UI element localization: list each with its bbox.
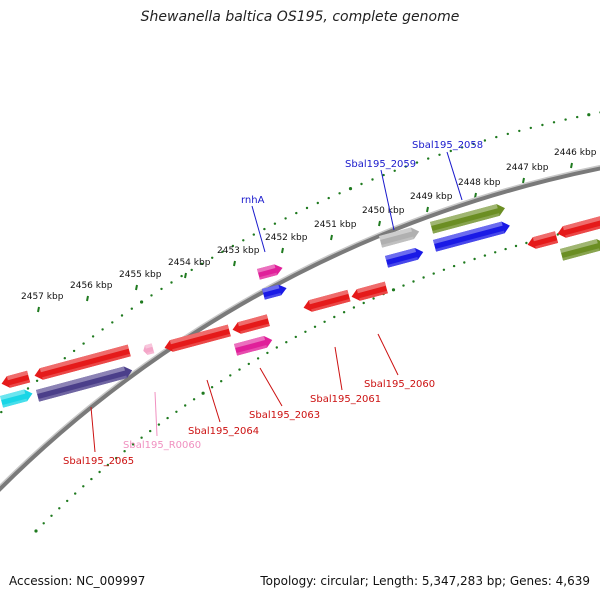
gene-sbal195-2063-magenta	[234, 335, 273, 356]
tick-label: 2453 kbp	[217, 246, 260, 256]
tick-label: 2454 kbp	[168, 258, 211, 268]
gene-sbal195-2061	[303, 289, 351, 312]
tick-label: 2446 kbp	[554, 148, 597, 158]
gene-label: Sbal195_2065	[63, 456, 134, 467]
genome-backbone	[0, 164, 600, 493]
gene-sbal195-2065-purple	[36, 366, 133, 402]
tick-label: 2455 kbp	[119, 270, 162, 280]
gene-sbal195-2063-red	[232, 314, 270, 334]
tick-label: 2448 kbp	[458, 178, 501, 188]
gene-sbal195-2064	[164, 324, 231, 352]
gene-sbal195-2058-blue	[433, 221, 510, 252]
gene-label: Sbal195_2064	[188, 426, 259, 437]
tick-label: 2452 kbp	[265, 233, 308, 243]
gene-red-left	[1, 370, 31, 388]
tick-label: 2450 kbp	[362, 206, 405, 216]
tick-label: 2447 kbp	[506, 163, 549, 173]
backbone-line	[0, 166, 600, 493]
gene-cyan-left	[0, 389, 33, 408]
map-title: Shewanella baltica OS195, complete genom…	[140, 9, 460, 25]
accession-text: Accession: NC_009997	[9, 574, 146, 588]
gene-label: Sbal195_2061	[310, 394, 381, 405]
gene-sbal195-2059-blue	[385, 247, 424, 268]
gene-red-right-1	[527, 231, 559, 249]
gene-label: Sbal195_2058	[412, 140, 483, 151]
tick-label: 2457 kbp	[21, 292, 64, 302]
tick-track: 2457 kbp 2456 kbp 2455 kbp 2454 kbp 2453 kbp…	[0, 111, 600, 533]
gene-olive-right	[560, 239, 600, 261]
inner-tick-track	[34, 223, 600, 533]
gene-sbal195-2059-gray	[379, 227, 420, 248]
gene-label: Sbal195_R0060	[123, 440, 201, 451]
gene-label: Sbal195_2060	[364, 379, 435, 390]
gene-sbal195-2065-red	[34, 344, 131, 380]
gene-label: rnhA	[241, 195, 265, 206]
gene-sbal195-r0060	[143, 343, 155, 355]
topology-text: Topology: circular; Length: 5,347,283 bp…	[260, 574, 590, 588]
gene-features	[0, 204, 600, 408]
gene-rnha-magenta	[257, 264, 283, 280]
gene-label: Sbal195_2059	[345, 159, 416, 170]
tick-label: 2456 kbp	[70, 281, 113, 291]
gene-sbal195-2060	[351, 281, 388, 301]
tick-label: 2451 kbp	[314, 220, 357, 230]
gene-labels: rnhA Sbal195_2059 Sbal195_2058 Sbal195_2065…	[63, 140, 483, 467]
gene-label: Sbal195_2063	[249, 410, 320, 421]
gene-red-right-2	[557, 215, 600, 238]
gene-sbal195-2058-olive	[430, 204, 505, 234]
tick-label: 2449 kbp	[410, 192, 453, 202]
gene-rnha-blue	[262, 284, 287, 300]
